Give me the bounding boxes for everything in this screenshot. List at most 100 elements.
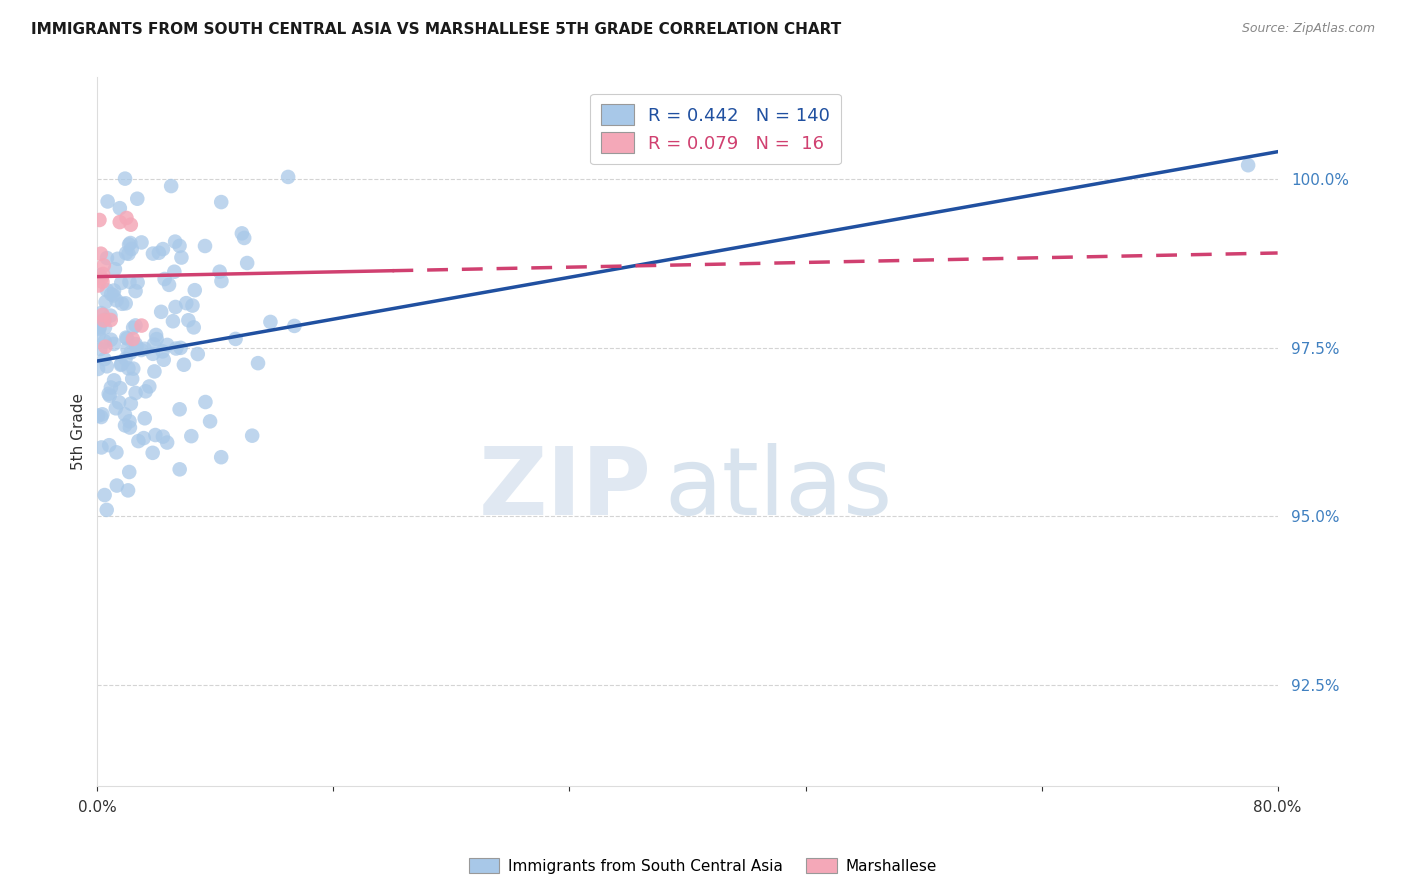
Point <box>93 312 115 326</box>
Point <box>104 262 127 277</box>
Point <box>160 179 183 194</box>
Point <box>114 418 136 433</box>
Point <box>156 435 179 450</box>
Point <box>132 431 155 445</box>
Point <box>104 401 127 416</box>
Point <box>169 462 191 476</box>
Point <box>118 237 141 252</box>
Point <box>94 295 117 310</box>
Point <box>225 332 247 346</box>
Point <box>90 410 112 425</box>
Point <box>94 340 117 354</box>
Text: ZIP: ZIP <box>479 442 652 534</box>
Point <box>165 300 187 314</box>
Point <box>142 246 165 260</box>
Point <box>236 256 259 270</box>
Point <box>105 445 128 459</box>
Legend: R = 0.442   N = 140, R = 0.079   N =  16: R = 0.442 N = 140, R = 0.079 N = 16 <box>591 94 841 164</box>
Point <box>91 407 114 421</box>
Point <box>96 283 118 297</box>
Point <box>91 275 114 289</box>
Point <box>87 409 110 423</box>
Point <box>127 434 149 449</box>
Point <box>90 441 112 455</box>
Point <box>100 380 122 394</box>
Point <box>120 218 142 232</box>
Point <box>124 284 146 298</box>
Point <box>163 265 186 279</box>
Point <box>117 247 139 261</box>
Point <box>184 283 207 297</box>
Point <box>114 351 136 366</box>
Y-axis label: 5th Grade: 5th Grade <box>72 393 86 470</box>
Point <box>110 357 132 371</box>
Point <box>247 356 270 370</box>
Point <box>96 251 118 265</box>
Point <box>115 246 138 260</box>
Point <box>114 171 136 186</box>
Point <box>129 343 152 357</box>
Point <box>90 306 112 320</box>
Point <box>118 420 141 434</box>
Point <box>115 332 138 346</box>
Point <box>194 239 217 253</box>
Point <box>259 315 281 329</box>
Text: atlas: atlas <box>664 442 893 534</box>
Point <box>121 242 143 256</box>
Point <box>134 342 156 356</box>
Point <box>90 271 112 285</box>
Point <box>100 309 122 323</box>
Point <box>181 299 204 313</box>
Point <box>122 361 145 376</box>
Point <box>118 275 141 289</box>
Point <box>93 334 115 349</box>
Point <box>180 429 202 443</box>
Point <box>110 276 132 290</box>
Point <box>142 337 165 351</box>
Point <box>108 395 131 409</box>
Point <box>107 252 129 266</box>
Point <box>111 297 134 311</box>
Point <box>120 397 142 411</box>
Point <box>105 293 128 308</box>
Point <box>122 332 145 346</box>
Point <box>125 337 148 351</box>
Point <box>114 408 136 422</box>
Point <box>87 327 110 342</box>
Point <box>124 386 146 401</box>
Point <box>100 333 122 347</box>
Point <box>94 320 117 334</box>
Point <box>89 320 111 334</box>
Point <box>89 342 111 356</box>
Point <box>93 352 115 367</box>
Point <box>90 315 112 329</box>
Point <box>127 192 149 206</box>
Point <box>240 428 263 442</box>
Point <box>108 201 131 215</box>
Point <box>173 358 195 372</box>
Point <box>117 483 139 498</box>
Point <box>194 395 217 409</box>
Point <box>115 330 138 344</box>
Point <box>105 478 128 492</box>
Point <box>117 342 139 356</box>
Point <box>165 235 187 249</box>
Point <box>118 465 141 479</box>
Point <box>90 246 112 260</box>
Point <box>122 320 145 334</box>
Point <box>98 438 121 452</box>
Point <box>127 276 149 290</box>
Point <box>118 414 141 428</box>
Point <box>93 488 115 502</box>
Text: IMMIGRANTS FROM SOUTH CENTRAL ASIA VS MARSHALLESE 5TH GRADE CORRELATION CHART: IMMIGRANTS FROM SOUTH CENTRAL ASIA VS MA… <box>31 22 841 37</box>
Point <box>120 235 142 250</box>
Point <box>174 296 197 310</box>
Point <box>153 272 176 286</box>
Point <box>103 373 125 387</box>
Point <box>114 296 136 310</box>
Point <box>89 268 111 282</box>
Point <box>103 288 125 302</box>
Point <box>233 231 256 245</box>
Point <box>165 342 187 356</box>
Point <box>89 213 111 227</box>
